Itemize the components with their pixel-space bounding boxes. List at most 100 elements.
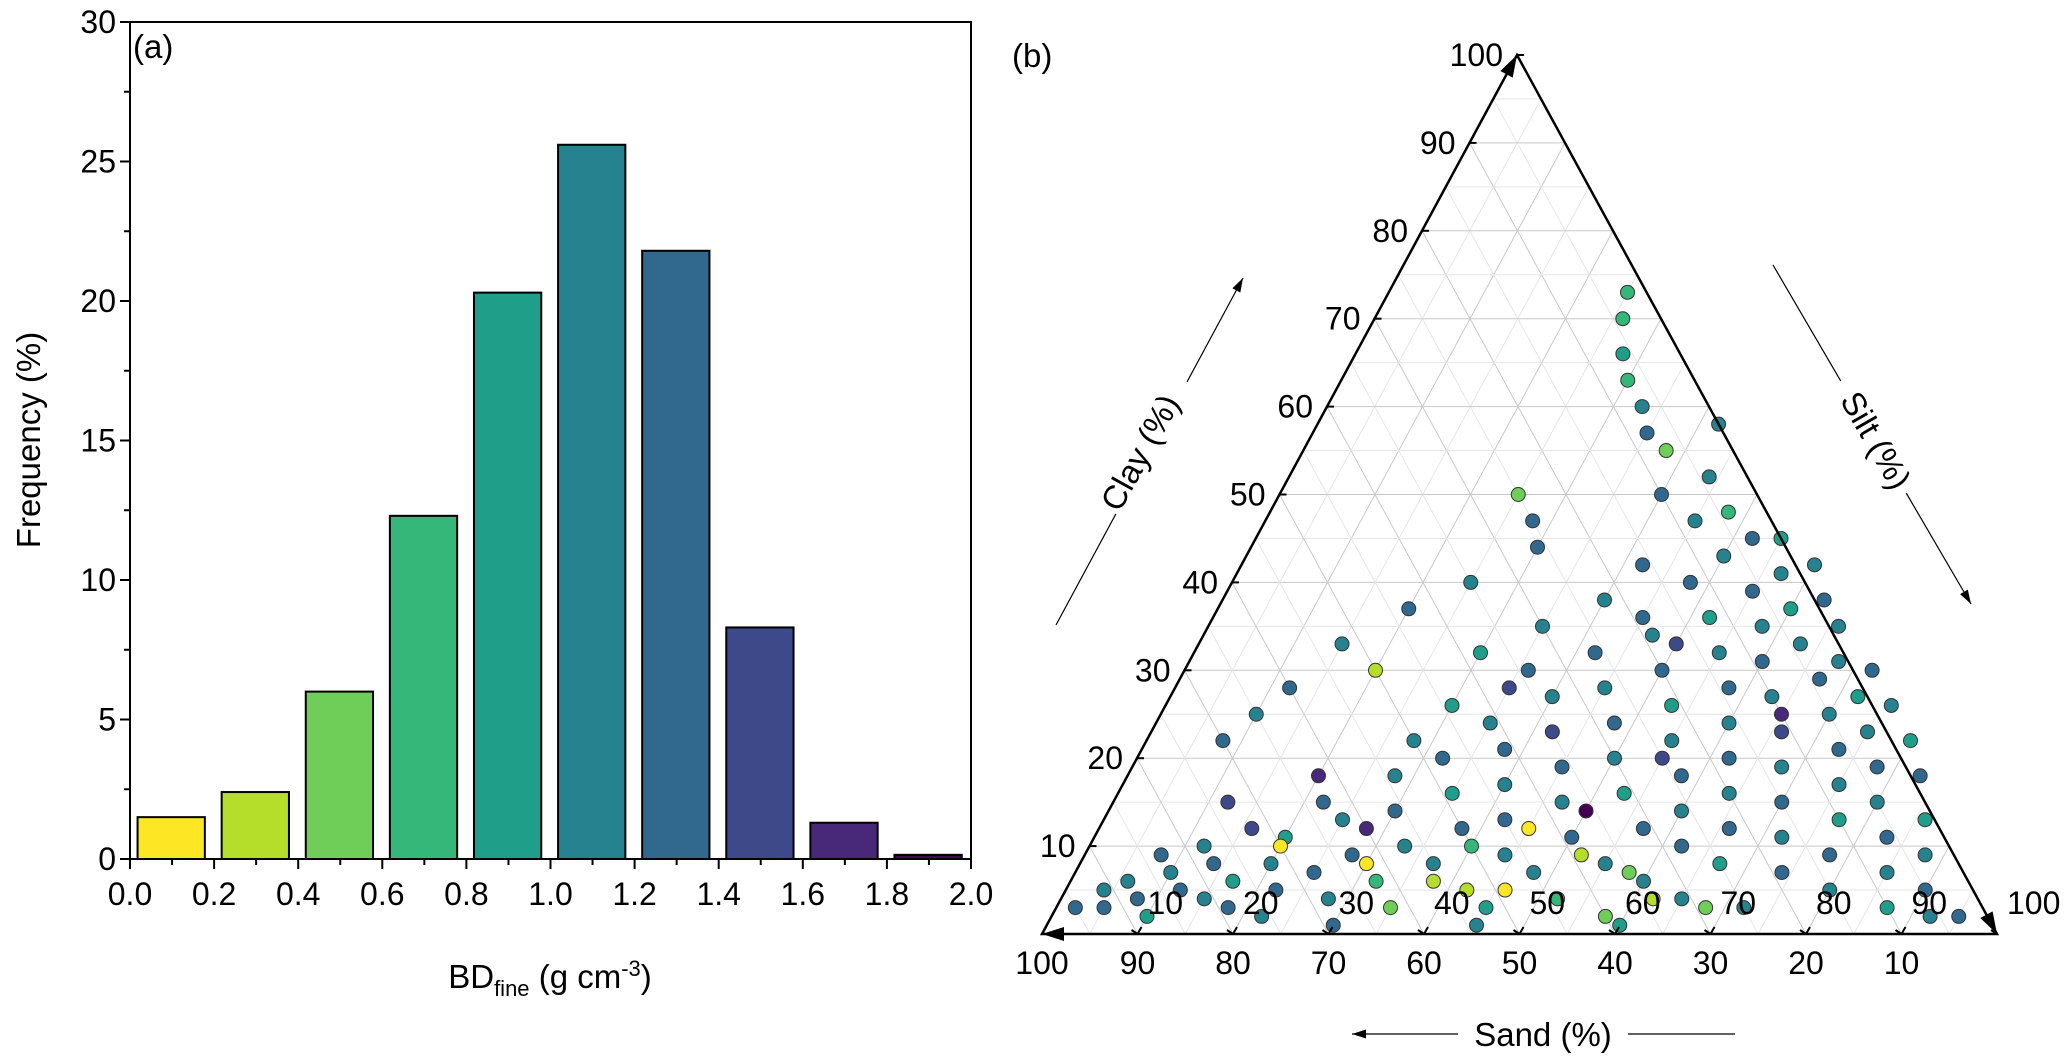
data-point [1831,618,1847,634]
sand-tick-label: 60 [1406,945,1442,981]
silt-tick [1894,929,1903,935]
silt-tick [1703,929,1712,935]
data-point [1335,812,1350,828]
data-point [1397,838,1413,854]
data-point [1664,733,1680,749]
histogram-bar [641,249,711,860]
histogram-bar [388,514,459,861]
data-point [1917,847,1933,863]
data-point [1225,873,1241,889]
x-title-close: ) [641,958,652,995]
data-point [1645,891,1661,907]
data-point [1334,636,1350,652]
data-point [1587,645,1603,661]
grid-line-sand [1184,670,1329,935]
data-point [1774,829,1790,845]
data-point [1526,864,1542,880]
data-point [1879,900,1895,916]
panel-label-b: (b) [1012,37,1052,74]
y-tick-label: 10 [80,562,116,598]
silt-tick-label: 30 [1339,885,1375,921]
data-point [1273,838,1288,854]
panel-label-a: (a) [133,28,173,65]
x-title-sub: fine [494,976,529,1001]
x-title-main: BD [448,958,494,995]
histogram-bar [725,626,795,860]
data-point [1654,750,1670,766]
silt-tick-label: 80 [1816,885,1852,921]
sand-title-bg [1458,1012,1628,1054]
data-point [1444,697,1460,713]
grid-line-sand [1207,626,1377,935]
data-point [1196,891,1212,907]
data-point [1325,917,1341,933]
silt-tick [1512,929,1521,935]
x-tick-label: 1.8 [865,876,909,912]
data-point [1658,443,1674,459]
y-tick-label: 30 [80,4,116,40]
data-point [1368,662,1383,678]
data-point [1606,715,1622,731]
data-point [1745,583,1760,599]
data-point [1521,821,1537,837]
silt-tick-label: 90 [1912,885,1948,921]
data-point [1687,513,1703,529]
data-point [1831,777,1847,793]
data-point [1712,856,1728,872]
silt-tick [1417,929,1425,935]
silt-tick [1321,929,1330,935]
data-point [1822,882,1838,898]
silt-tick-label: 100 [2007,885,2060,921]
grid-line-silt [1757,714,1878,935]
data-point [1654,487,1669,502]
grid-line-sand [1350,362,1664,935]
data-point [1612,917,1628,933]
silt-tick-label: 40 [1434,885,1470,921]
data-point [1879,829,1895,845]
data-point [1315,794,1331,810]
data-point [1698,900,1714,916]
data-point [1387,768,1403,784]
data-point [1816,592,1832,608]
data-point [1172,882,1188,898]
data-point [1248,706,1264,722]
data-point [1520,662,1536,678]
y-tick-label: 25 [80,144,116,180]
data-point [1774,864,1790,880]
data-point [1644,627,1660,643]
data-point [1869,759,1885,775]
sand-tick [1900,926,1907,935]
data-point [1425,856,1441,872]
sand-tick [1614,926,1620,935]
sand-tick-label: 100 [1015,945,1068,981]
data-point [1215,733,1231,749]
x-tick-label: 0.6 [360,876,404,912]
data-point [1774,759,1790,775]
data-point [1634,399,1650,415]
data-point [1773,566,1789,582]
silt-tick [1990,929,1998,935]
grid-line-sand [1160,714,1282,935]
data-point [1597,908,1613,924]
grid-line-sand [1492,98,1950,935]
data-point [1320,891,1336,907]
data-point [1744,530,1760,546]
clay-tick-label: 70 [1325,301,1361,337]
grid-line-sand [1445,186,1855,935]
x-tick-label: 2.0 [949,876,993,912]
x-title-sup: -3 [621,956,641,981]
sand-tick-label: 40 [1597,945,1633,981]
data-point [1774,706,1789,722]
data-point [1917,882,1933,898]
data-point [1615,346,1631,362]
data-point [1716,548,1732,564]
data-point [1821,706,1837,722]
sand-tick-label: 80 [1215,945,1251,981]
clay-tick-label: 100 [1450,37,1503,73]
silt-tick-label: 10 [1148,885,1184,921]
x-tick-label: 1.2 [612,876,656,912]
x-tick-label: 0.4 [276,876,320,912]
silt-axis-arrow-head [1960,589,1971,604]
data-point [1616,785,1632,801]
clay-title-bg [1090,368,1199,520]
